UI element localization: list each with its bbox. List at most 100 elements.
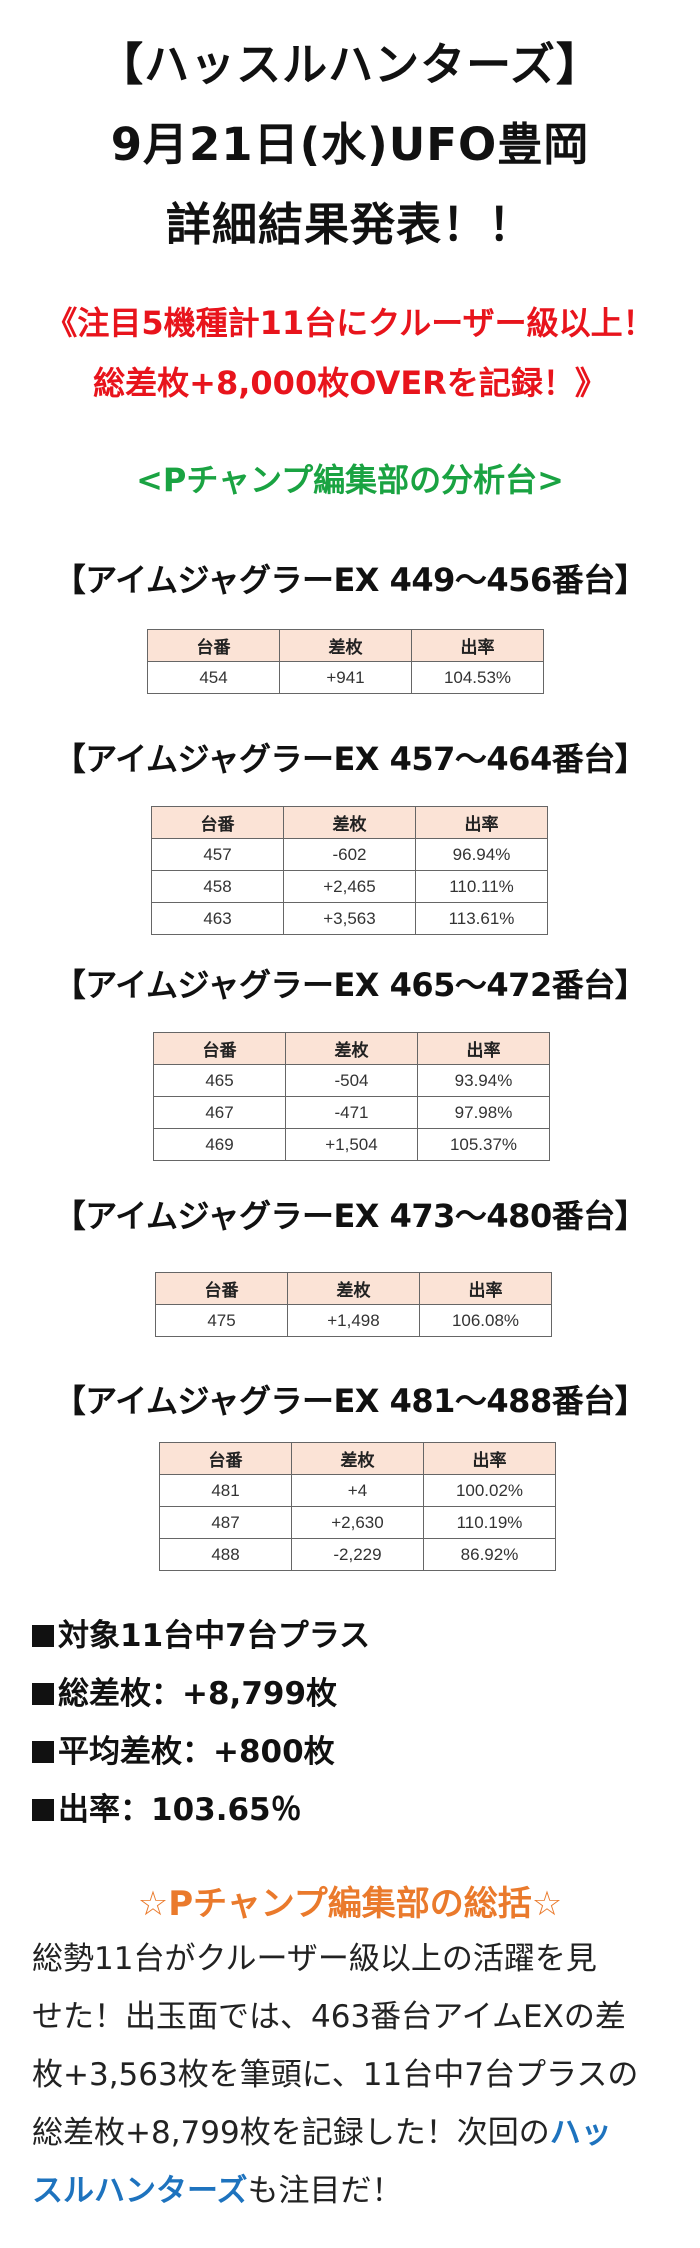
table-header-row: 台番 差枚 出率 <box>151 806 548 839</box>
summary-item: 総差枚：+8,799枚 <box>32 1668 337 1713</box>
cell-unit: 475 <box>155 1304 288 1337</box>
summary-item: 出率：103.65％ <box>32 1784 302 1829</box>
cell-diff: +2,465 <box>283 870 416 903</box>
table-row: 481 +4 100.02% <box>159 1474 556 1507</box>
closing-line: 総差枚+8,799枚を記録した！次回のハッ <box>32 2104 682 2162</box>
summary-payout-rate: 出率：103.65％ <box>58 1792 302 1828</box>
column-header-diff: 差枚 <box>287 1272 420 1305</box>
summary-plus-count: 対象11台中7台プラス <box>58 1618 371 1654</box>
cell-unit: 481 <box>159 1474 292 1507</box>
result-table: 台番 差枚 出率 457 -602 96.94% 458 +2,465 110.… <box>151 806 548 935</box>
closing-text: 総差枚+8,799枚を記録した！次回の <box>32 2115 550 2151</box>
column-header-rate: 出率 <box>415 806 548 839</box>
cell-diff: -471 <box>285 1096 418 1129</box>
cell-unit: 458 <box>151 870 284 903</box>
event-name-link[interactable]: ハッ <box>549 2115 612 2151</box>
table-header-row: 台番 差枚 出率 <box>155 1272 552 1305</box>
summary-item: 平均差枚：+800枚 <box>32 1726 335 1771</box>
column-header-unit: 台番 <box>151 806 284 839</box>
cell-rate: 104.53% <box>411 661 544 694</box>
cell-diff: -2,229 <box>291 1538 424 1571</box>
cell-diff: -504 <box>285 1064 418 1097</box>
table-row: 488 -2,229 86.92% <box>159 1538 556 1571</box>
cell-rate: 110.11% <box>415 870 548 903</box>
table-row: 458 +2,465 110.11% <box>151 870 548 903</box>
cell-diff: -602 <box>283 838 416 871</box>
cell-diff: +941 <box>279 661 412 694</box>
page-title-line3: 詳細結果発表！！ <box>165 198 534 251</box>
column-header-unit: 台番 <box>155 1272 288 1305</box>
section-title: 【アイムジャグラーEX 473～480番台】 <box>53 1197 647 1235</box>
result-table: 台番 差枚 出率 454 +941 104.53% <box>147 629 544 694</box>
cell-unit: 457 <box>151 838 284 871</box>
column-header-rate: 出率 <box>417 1032 550 1065</box>
table-row: 487 +2,630 110.19% <box>159 1506 556 1539</box>
square-bullet-icon <box>32 1799 54 1821</box>
summary-average-diff: 平均差枚：+800枚 <box>58 1734 335 1770</box>
result-table: 台番 差枚 出率 465 -504 93.94% 467 -471 97.98%… <box>153 1032 550 1161</box>
cell-unit: 488 <box>159 1538 292 1571</box>
table-row: 469 +1,504 105.37% <box>153 1128 550 1161</box>
table-row: 475 +1,498 106.08% <box>155 1304 552 1337</box>
cell-rate: 93.94% <box>417 1064 550 1097</box>
table-row: 454 +941 104.53% <box>147 661 544 694</box>
column-header-unit: 台番 <box>147 629 280 662</box>
highlight-line2: 総差枚+8,000枚OVERを記録！》 <box>93 364 607 402</box>
cell-rate: 100.02% <box>423 1474 556 1507</box>
cell-rate: 113.61% <box>415 902 548 935</box>
table-header-row: 台番 差枚 出率 <box>153 1032 550 1065</box>
result-table: 台番 差枚 出率 475 +1,498 106.08% <box>155 1272 552 1337</box>
closing-line: スルハンターズも注目だ！ <box>32 2162 682 2220</box>
summary-total-diff: 総差枚：+8,799枚 <box>58 1676 338 1712</box>
square-bullet-icon <box>32 1625 54 1647</box>
cell-diff: +2,630 <box>291 1506 424 1539</box>
closing-line: 枚+3,563枚を筆頭に、11台中7台プラスの <box>32 2057 639 2093</box>
table-header-row: 台番 差枚 出率 <box>159 1442 556 1475</box>
column-header-rate: 出率 <box>419 1272 552 1305</box>
cell-rate: 97.98% <box>417 1096 550 1129</box>
cell-unit: 469 <box>153 1128 286 1161</box>
event-name-link[interactable]: スルハンターズ <box>32 2173 248 2209</box>
page-title-line2: 9月21日(水)UFO豊岡 <box>110 118 590 171</box>
column-header-rate: 出率 <box>411 629 544 662</box>
closing-title: ☆Pチャンプ編集部の総括☆ <box>137 1884 563 1924</box>
column-header-diff: 差枚 <box>283 806 416 839</box>
cell-unit: 465 <box>153 1064 286 1097</box>
cell-unit: 454 <box>147 661 280 694</box>
summary-item: 対象11台中7台プラス <box>32 1610 370 1655</box>
section-title: 【アイムジャグラーEX 465～472番台】 <box>53 966 647 1004</box>
highlight-line1: 《注目5機種計11台にクルーザー級以上！ <box>45 304 655 342</box>
square-bullet-icon <box>32 1741 54 1763</box>
cell-rate: 105.37% <box>417 1128 550 1161</box>
cell-diff: +1,504 <box>285 1128 418 1161</box>
table-row: 457 -602 96.94% <box>151 838 548 871</box>
page-title-line1: 【ハッスルハンターズ】 <box>98 38 602 91</box>
cell-diff: +1,498 <box>287 1304 420 1337</box>
column-header-diff: 差枚 <box>291 1442 424 1475</box>
closing-paragraph: 総勢11台がクルーザー級以上の活躍を見 せた！出玉面では、463番台アイムEXの… <box>32 1930 682 2220</box>
table-row: 463 +3,563 113.61% <box>151 902 548 935</box>
closing-line: 総勢11台がクルーザー級以上の活躍を見 <box>32 1941 597 1977</box>
table-row: 467 -471 97.98% <box>153 1096 550 1129</box>
column-header-rate: 出率 <box>423 1442 556 1475</box>
section-title: 【アイムジャグラーEX 481～488番台】 <box>53 1382 647 1420</box>
cell-rate: 106.08% <box>419 1304 552 1337</box>
cell-diff: +4 <box>291 1474 424 1507</box>
cell-unit: 463 <box>151 902 284 935</box>
section-title: 【アイムジャグラーEX 449～456番台】 <box>53 561 647 599</box>
analysis-label: <Pチャンプ編集部の分析台> <box>136 461 564 499</box>
column-header-diff: 差枚 <box>279 629 412 662</box>
cell-rate: 86.92% <box>423 1538 556 1571</box>
cell-unit: 487 <box>159 1506 292 1539</box>
cell-rate: 110.19% <box>423 1506 556 1539</box>
square-bullet-icon <box>32 1683 54 1705</box>
table-row: 465 -504 93.94% <box>153 1064 550 1097</box>
column-header-unit: 台番 <box>153 1032 286 1065</box>
cell-rate: 96.94% <box>415 838 548 871</box>
closing-text: も注目だ！ <box>247 2173 403 2209</box>
section-title: 【アイムジャグラーEX 457～464番台】 <box>53 740 647 778</box>
cell-diff: +3,563 <box>283 902 416 935</box>
result-table: 台番 差枚 出率 481 +4 100.02% 487 +2,630 110.1… <box>159 1442 556 1571</box>
cell-unit: 467 <box>153 1096 286 1129</box>
table-header-row: 台番 差枚 出率 <box>147 629 544 662</box>
